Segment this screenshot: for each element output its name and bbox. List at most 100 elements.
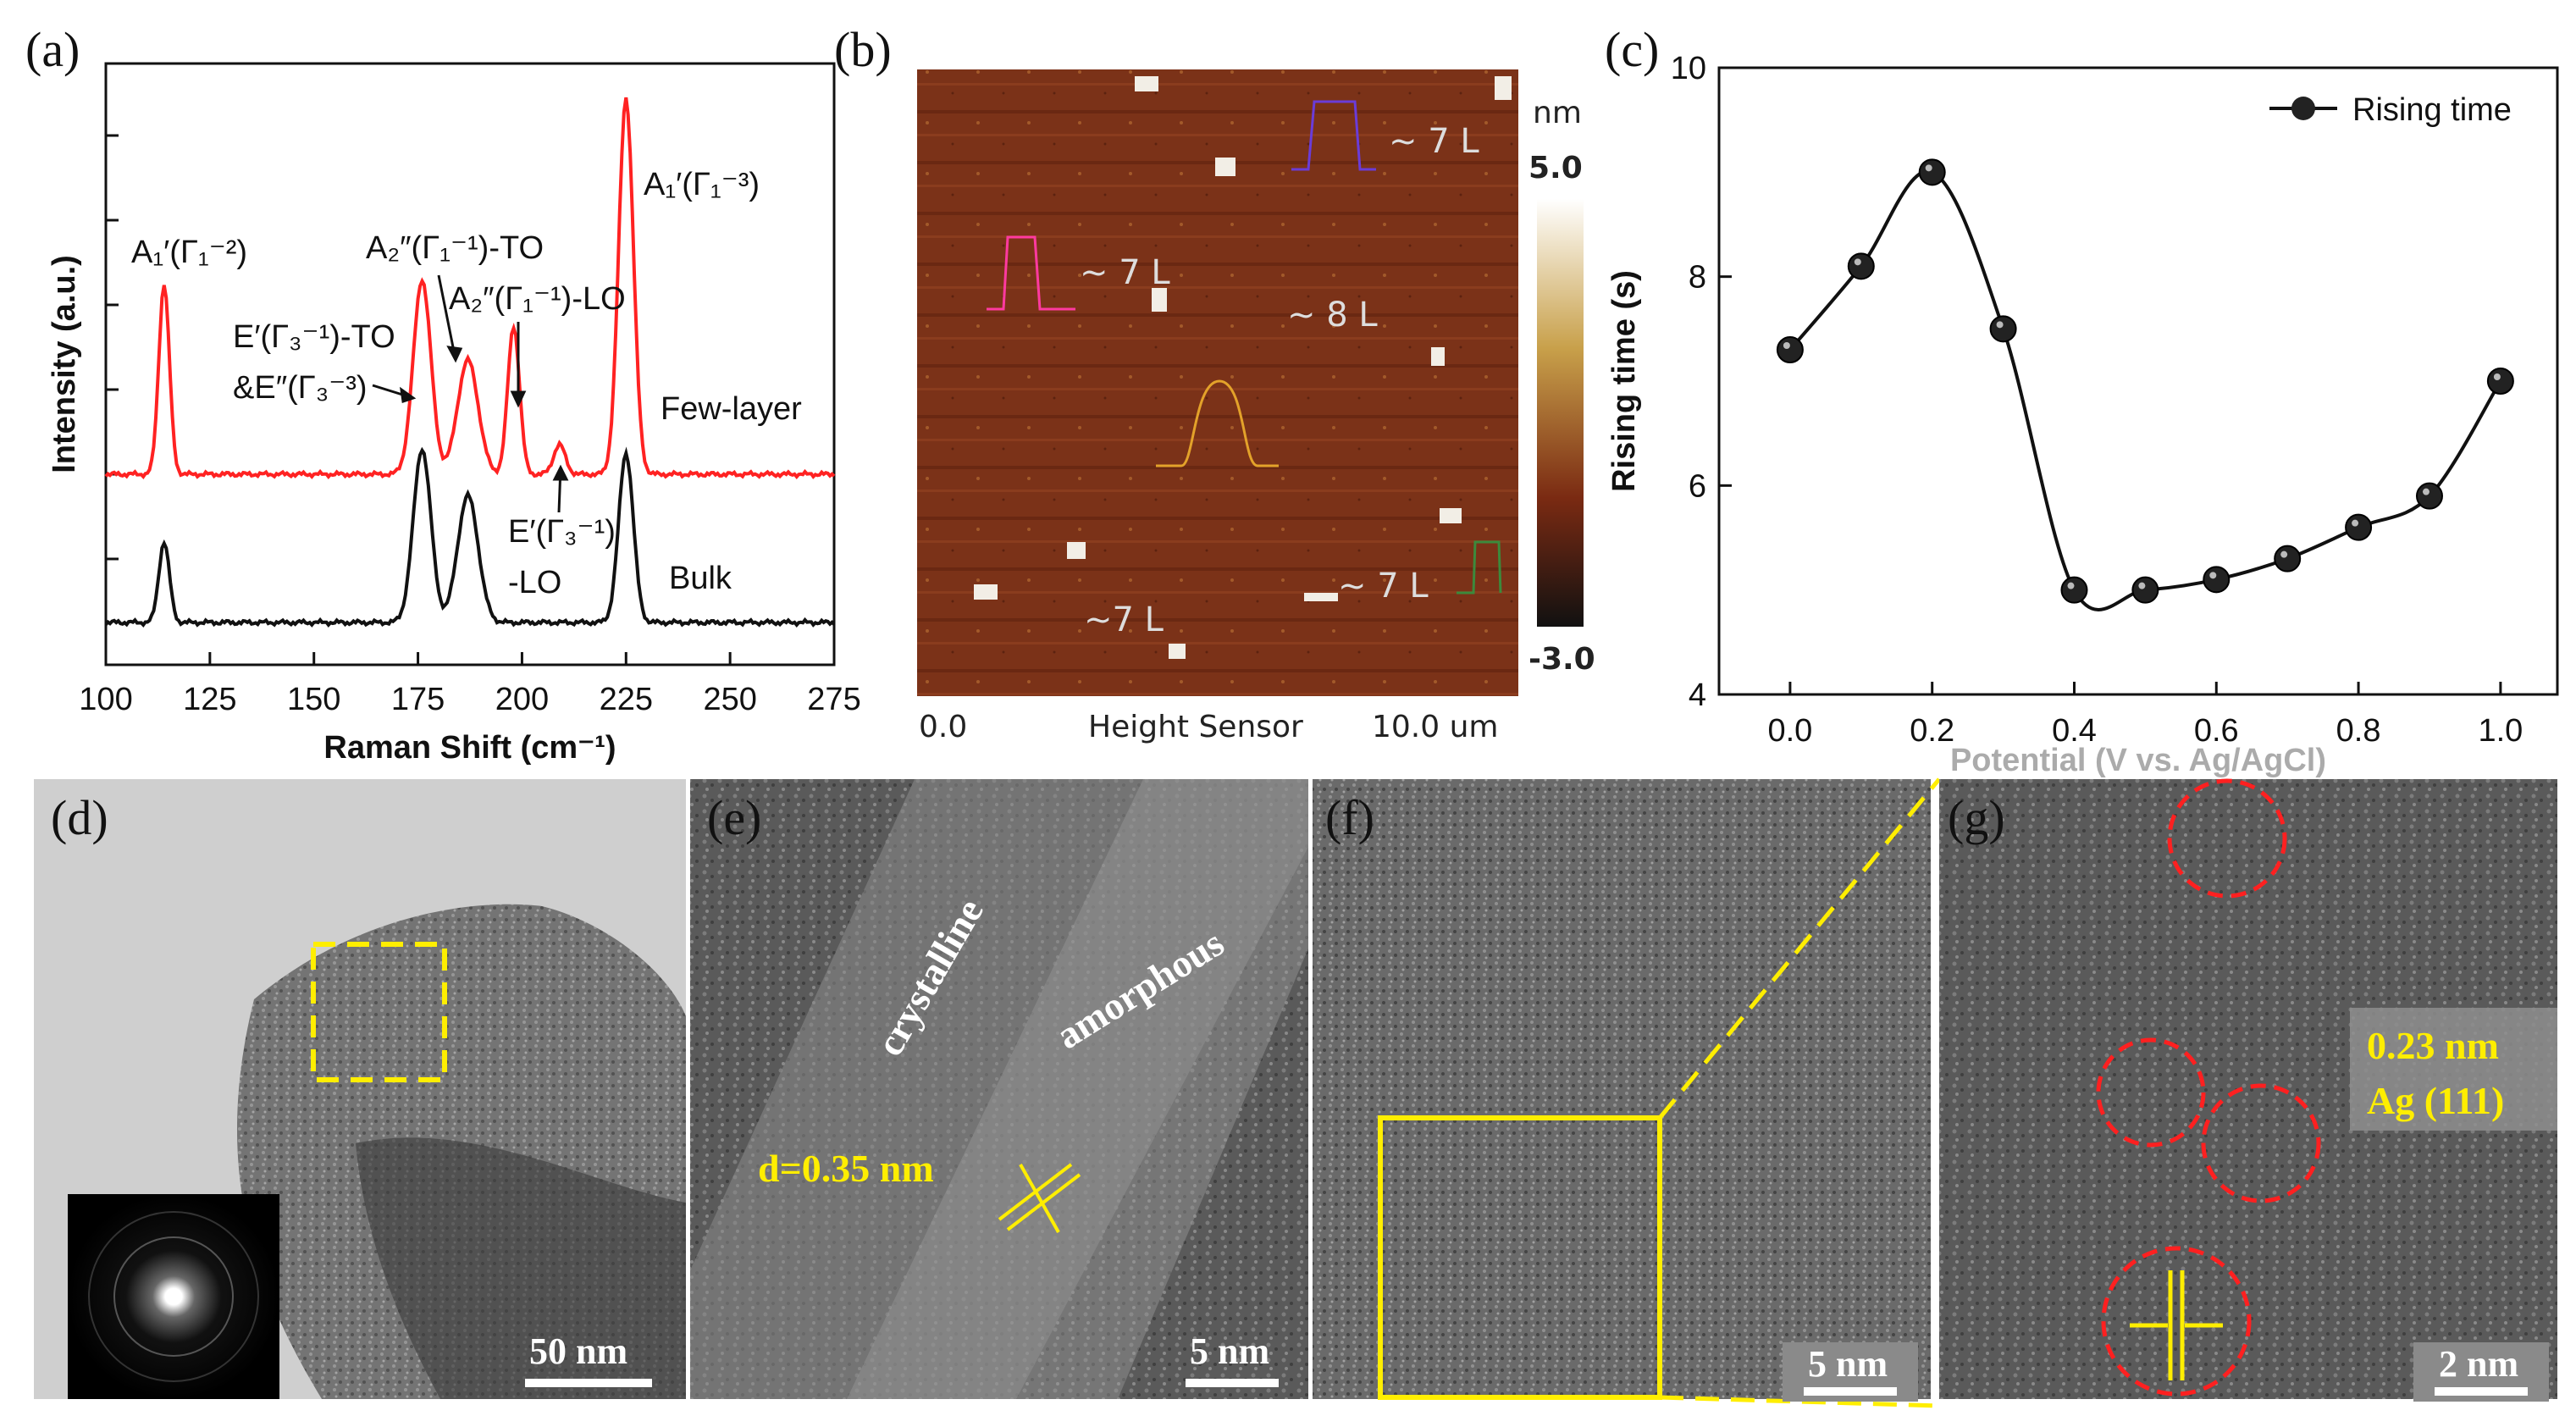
- tem-d-scale-label: 50 nm: [529, 1330, 627, 1372]
- afm-height-profiles: [987, 100, 1502, 595]
- panel-b-label: (b): [834, 22, 892, 77]
- rising-x-tick-label: 0.4: [2052, 713, 2097, 749]
- tem-g-scale-bar: [2435, 1387, 2528, 1396]
- rising-time-point: [2203, 566, 2231, 594]
- rising-legend: Rising time: [2269, 92, 2512, 128]
- afm-colorbar: [1537, 199, 1584, 627]
- rising-time-point: [2060, 576, 2088, 604]
- panel-d-tem: (d) 50 nm: [34, 779, 686, 1399]
- rising-time-point: [1989, 315, 2017, 343]
- raman-x-tick-label: 125: [183, 682, 236, 717]
- rising-y-tick-label: 4: [1689, 678, 1706, 713]
- tem-g-scale-label: 2 nm: [2439, 1343, 2518, 1385]
- raman-few-layer-curve: [104, 97, 836, 479]
- panel-e-label: (e): [707, 790, 761, 845]
- afm-layer-label-1: ~ 7 L: [1389, 122, 1479, 161]
- raman-x-tick-label: 175: [391, 682, 445, 717]
- panel-f-label: (f): [1325, 790, 1374, 845]
- tem-e-spacing-marker: [998, 1163, 1081, 1233]
- rising-time-point: [1776, 336, 1804, 363]
- raman-x-tick-label: 225: [600, 682, 653, 717]
- peak-label-e-to-1: E′(Γ₃⁻¹)-TO: [233, 319, 395, 355]
- afm-layer-label-2: ~ 7 L: [1080, 253, 1170, 292]
- tem-f-scale-label: 5 nm: [1808, 1343, 1888, 1385]
- rising-time-point: [2486, 368, 2514, 395]
- panel-f-hrtem: (f) 5 nm: [1313, 777, 1941, 1408]
- peak-label-a1-g13: A₁′(Γ₁⁻³): [644, 167, 760, 202]
- rising-x-tick-label: 0.2: [1910, 713, 1954, 749]
- raman-plot-frame: [104, 62, 836, 666]
- tem-g-spacing-marker: [2130, 1270, 2223, 1380]
- rising-xlabel: Potential (V vs. Ag/AgCl): [1950, 743, 2326, 778]
- rising-y-tick-label: 6: [1689, 468, 1706, 504]
- raman-xlabel: Raman Shift (cm⁻¹): [323, 730, 616, 766]
- panel-d-label: (d): [51, 790, 108, 845]
- panel-e-hrtem: (e) crystalline amorphous d=0.35 nm 5 nm: [690, 779, 1308, 1399]
- curve-label-few-layer: Few-layer: [661, 391, 802, 427]
- tem-f-scale-bar: [1804, 1387, 1897, 1396]
- curve-label-bulk: Bulk: [669, 561, 732, 596]
- tem-d-saed-inset: [68, 1194, 279, 1399]
- afm-x-end: 10.0 um: [1372, 710, 1498, 744]
- afm-colorbar-unit: nm: [1533, 96, 1582, 130]
- rising-y-tick-label: 8: [1689, 260, 1706, 296]
- tem-g-spacing-label: 0.23 nm: [2367, 1024, 2499, 1067]
- panel-c-label: (c): [1605, 22, 1659, 77]
- rising-time-point: [2131, 576, 2159, 604]
- peak-label-a2-to: A₂″(Γ₁⁻¹)-TO: [366, 230, 544, 266]
- peak-label-a2-lo: A₂″(Γ₁⁻¹)-LO: [449, 281, 626, 317]
- peak-label-e-lo-2: -LO: [508, 565, 561, 600]
- tem-d-scale-bar: [525, 1379, 652, 1387]
- raman-x-tick-label: 250: [703, 682, 756, 717]
- rising-time-point: [2415, 482, 2443, 510]
- afm-sensor-label: Height Sensor: [1088, 710, 1303, 744]
- rising-time-series-line: [1788, 169, 2502, 611]
- rising-time-point: [1918, 158, 1946, 186]
- raman-x-tick-label: 200: [495, 682, 549, 717]
- tem-f-image: [1313, 779, 1931, 1399]
- panel-a-label: (a): [25, 22, 80, 77]
- peak-label-a1-g12: A₁′(Γ₁⁻²): [131, 235, 247, 270]
- raman-ylabel: Intensity (a.u.): [47, 255, 82, 473]
- rising-time-point: [2345, 513, 2373, 541]
- panel-c-rising-time: (c) 0.0 0.2 0.4 0.6 0.8 1.0 4 6 8 10 Rising time…: [1605, 22, 2559, 778]
- rising-legend-label: Rising time: [2352, 92, 2512, 128]
- raman-x-tick-label: 275: [807, 682, 860, 717]
- rising-x-tick-label: 0.8: [2336, 713, 2381, 749]
- rising-y-tick-label: 10: [1671, 51, 1706, 86]
- afm-colorbar-min: -3.0: [1528, 642, 1595, 677]
- afm-layer-label-5: ~7 L: [1084, 600, 1164, 639]
- panel-a-raman: (a) 100 125 150 175 200 225 250 275 Raman Shift…: [25, 22, 861, 766]
- rising-x-tick-label: 0.6: [2194, 713, 2239, 749]
- peak-arrows: [372, 274, 569, 513]
- raman-bulk-curve: [104, 446, 836, 628]
- raman-x-tick-label: 100: [79, 682, 132, 717]
- afm-colorbar-max: 5.0: [1528, 151, 1583, 185]
- panel-g-hrtem: 0.23 nm Ag (111) (g) 2 nm: [1939, 778, 2557, 1402]
- rising-ylabel: Rising time (s): [1606, 270, 1642, 492]
- rising-time-point: [2274, 545, 2302, 572]
- peak-label-e-to-2: &E″(Γ₃⁻³): [233, 370, 368, 406]
- panel-b-afm: (b) ~ 7 L ~ 7 L ~ 8 L ~ 7 L ~7 L nm 5.0: [834, 22, 1595, 744]
- rising-x-ticks: 0.0 0.2 0.4 0.6 0.8 1.0: [1767, 682, 2523, 749]
- raman-x-ticks: 100 125 150 175 200 225 250 275: [79, 652, 861, 717]
- afm-layer-label-3: ~ 8 L: [1287, 296, 1378, 335]
- panel-g-label: (g): [1948, 790, 2005, 845]
- tem-e-scale-label: 5 nm: [1190, 1330, 1269, 1372]
- rising-time-point: [1847, 252, 1875, 280]
- tem-g-nanoparticle-circles: [2096, 778, 2321, 1397]
- peak-label-e-lo-1: E′(Γ₃⁻¹): [508, 514, 616, 550]
- afm-x-start: 0.0: [919, 710, 967, 744]
- tem-g-plane-label: Ag (111): [2367, 1079, 2504, 1122]
- afm-layer-label-4: ~ 7 L: [1338, 567, 1429, 606]
- rising-plot-frame: [1717, 66, 2559, 696]
- tem-f-zoom-box: [1378, 1115, 1662, 1400]
- tem-e-scale-bar: [1186, 1379, 1279, 1387]
- rising-x-tick-label: 1.0: [2478, 713, 2523, 749]
- afm-flakes: [974, 76, 1512, 659]
- rising-x-tick-label: 0.0: [1767, 713, 1812, 749]
- tem-e-spacing-label: d=0.35 nm: [758, 1147, 934, 1190]
- rising-y-ticks: 4 6 8 10: [1671, 51, 1732, 713]
- rising-time-points: [1776, 158, 2514, 604]
